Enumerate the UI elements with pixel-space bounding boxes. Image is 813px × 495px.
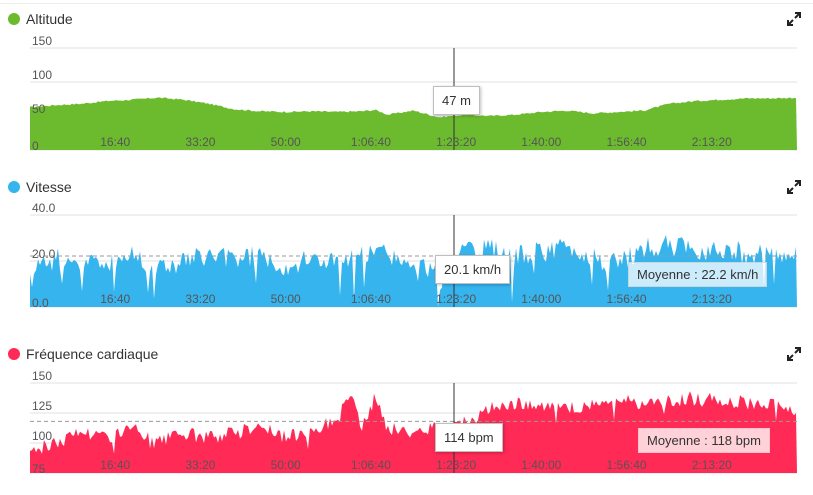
speed-xtick-label: 1:23:20 bbox=[436, 292, 476, 306]
heart-legend-dot bbox=[8, 348, 20, 360]
heart-xtick-label: 16:40 bbox=[100, 458, 130, 472]
heart-series-area bbox=[30, 391, 797, 473]
altitude-xtick-label: 1:40:00 bbox=[521, 135, 561, 149]
altitude-ytick-label: 50 bbox=[32, 102, 46, 116]
altitude-ytick-label: 0 bbox=[32, 139, 39, 153]
heart-cursor-tooltip: 114 bpm bbox=[435, 423, 503, 452]
speed-cursor-tooltip: 20.1 km/h bbox=[435, 255, 511, 284]
speed-xtick-label: 1:56:40 bbox=[607, 292, 647, 306]
speed-title: Vitesse bbox=[26, 179, 72, 195]
heart-xtick-label: 1:56:40 bbox=[607, 458, 647, 472]
altitude-xtick-label: 1:06:40 bbox=[351, 135, 391, 149]
speed-xtick-label: 2:13:20 bbox=[692, 292, 732, 306]
heart-xtick-label: 1:23:20 bbox=[436, 458, 476, 472]
speed-ytick-label: 0.0 bbox=[32, 296, 49, 310]
top-border bbox=[0, 3, 813, 4]
heart-xtick-label: 33:20 bbox=[185, 458, 215, 472]
speed-ytick-label: 40.0 bbox=[32, 201, 56, 215]
altitude-xtick-label: 50:00 bbox=[271, 135, 301, 149]
speed-header: Vitesse bbox=[8, 176, 72, 198]
altitude-xtick-label: 2:13:20 bbox=[692, 135, 732, 149]
altitude-xtick-label: 1:56:40 bbox=[607, 135, 647, 149]
heart-xtick-label: 1:40:00 bbox=[521, 458, 561, 472]
altitude-expand-icon[interactable] bbox=[787, 12, 801, 26]
speed-xtick-label: 33:20 bbox=[185, 292, 215, 306]
altitude-panel: Altitude bbox=[0, 8, 813, 158]
altitude-title: Altitude bbox=[26, 11, 73, 27]
altitude-ytick-label: 100 bbox=[32, 68, 52, 82]
speed-chart[interactable]: 40.0 20.0 0.0 16:40 33:20 50:00 1:06:40 1:23:20… bbox=[0, 0, 813, 320]
altitude-xtick-label: 16:40 bbox=[100, 135, 130, 149]
heart-xtick-label: 50:00 bbox=[271, 458, 301, 472]
speed-legend-dot bbox=[8, 181, 20, 193]
speed-xtick-label: 1:06:40 bbox=[351, 292, 391, 306]
heart-title: Fréquence cardiaque bbox=[26, 346, 159, 362]
speed-xtick-label: 50:00 bbox=[271, 292, 301, 306]
altitude-series-area bbox=[30, 97, 797, 150]
altitude-xtick-label: 33:20 bbox=[185, 135, 215, 149]
altitude-header: Altitude bbox=[8, 8, 73, 30]
speed-series-area bbox=[30, 235, 797, 307]
altitude-xtick-label: 1:23:20 bbox=[436, 135, 476, 149]
speed-expand-icon[interactable] bbox=[787, 180, 801, 194]
heart-xtick-label: 2:13:20 bbox=[692, 458, 732, 472]
heart-ytick-label: 100 bbox=[32, 429, 52, 443]
altitude-chart[interactable]: 150 100 50 0 16:40 33:20 50:00 1:06:40 1:23:20 1:… bbox=[0, 0, 813, 160]
speed-average-label: Moyenne : 22.2 km/h bbox=[628, 262, 768, 287]
heart-xtick-label: 1:06:40 bbox=[351, 458, 391, 472]
altitude-ytick-label: 150 bbox=[32, 34, 52, 48]
heart-ytick-label: 125 bbox=[32, 399, 52, 413]
heart-ytick-label: 75 bbox=[32, 462, 46, 476]
altitude-cursor-tooltip: 47 m bbox=[433, 86, 480, 115]
heart-ytick-label: 150 bbox=[32, 369, 52, 383]
speed-xtick-label: 1:40:00 bbox=[521, 292, 561, 306]
speed-ytick-label: 20.0 bbox=[32, 247, 56, 261]
heart-header: Fréquence cardiaque bbox=[8, 343, 158, 365]
speed-panel: Vitesse bbox=[0, 176, 813, 326]
heart-average-label: Moyenne : 118 bpm bbox=[638, 428, 770, 453]
heart-expand-icon[interactable] bbox=[787, 347, 801, 361]
altitude-legend-dot bbox=[8, 13, 20, 25]
speed-xtick-label: 16:40 bbox=[100, 292, 130, 306]
heart-panel: Fréquence cardiaque bbox=[0, 343, 813, 493]
